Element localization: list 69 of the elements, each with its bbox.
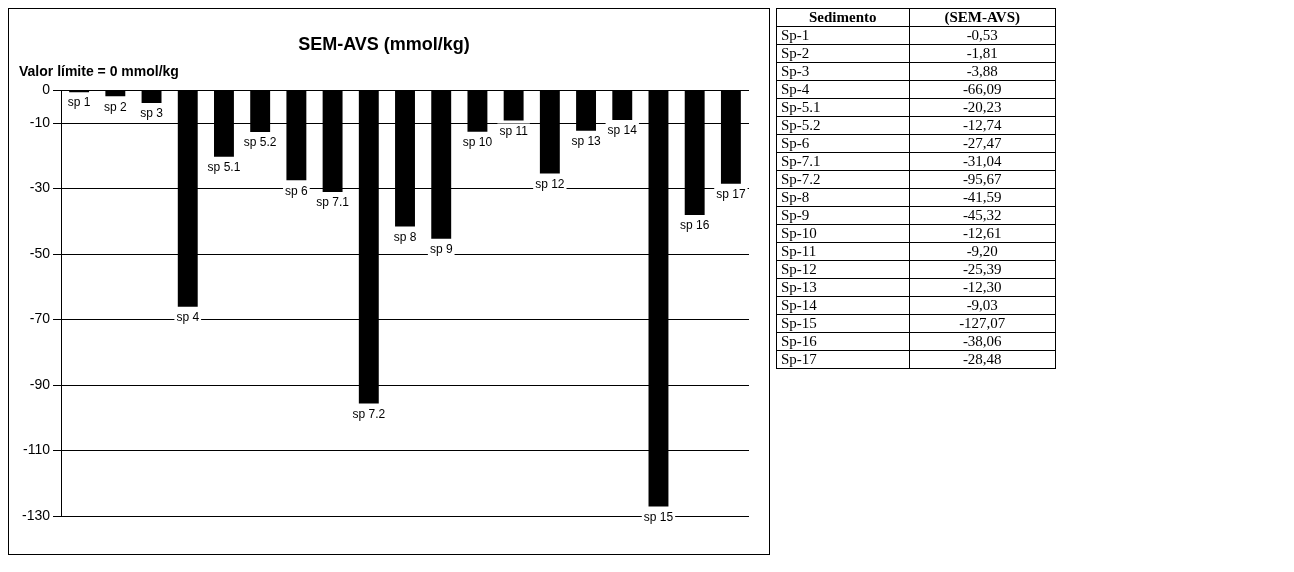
category-label: Sp-2 <box>776 44 909 63</box>
y-tick-label: -70 <box>29 310 51 327</box>
y-tick-label: -130 <box>21 506 51 523</box>
text: -12,61 <box>962 225 1002 241</box>
text: -27,47 <box>962 135 1002 151</box>
category-label: Sp-6 <box>776 134 909 153</box>
category-label: Sp-10 <box>776 224 909 243</box>
category-label: Sp-15 <box>776 314 909 333</box>
x-tick-label: sp 4 <box>176 310 200 325</box>
category-label: Sp-4 <box>776 80 909 99</box>
y-tick-label: 0 <box>42 81 51 98</box>
text: (SEM-AVS) <box>909 8 1056 27</box>
x-tick-label: sp 5.2 <box>243 135 277 150</box>
text: -3,88 <box>966 63 998 79</box>
x-tick-label: sp 9 <box>429 242 453 257</box>
text: -9,20 <box>966 243 998 259</box>
x-tick-label: sp 3 <box>140 106 164 121</box>
category-label: Sp-13 <box>776 278 909 297</box>
category-label: Sp-5.2 <box>776 116 909 135</box>
x-tick-label: sp 14 <box>607 123 638 138</box>
y-tick-label: -50 <box>29 244 51 261</box>
x-tick-label: sp 11 <box>499 123 529 138</box>
x-tick-label: sp 7.2 <box>352 406 386 421</box>
x-tick-label: sp 10 <box>462 135 493 149</box>
category-label: Sp-7.1 <box>776 152 909 171</box>
x-tick-label: sp 7.1 <box>316 195 350 210</box>
y-tick-label: -10 <box>29 114 51 130</box>
text: -45,32 <box>962 207 1002 223</box>
x-tick-label: sp 2 <box>103 99 127 114</box>
x-tick-label: sp 12 <box>535 176 565 191</box>
x-tick-label: sp 17 <box>716 186 746 201</box>
x-tick-label: sp 8 <box>393 229 417 244</box>
x-tick-label: sp 1 <box>67 95 91 110</box>
text: -1,81 <box>966 45 998 61</box>
category-label: Sp-9 <box>776 206 909 225</box>
text: -28,48 <box>962 351 1002 367</box>
category-label: Sp-14 <box>776 296 909 315</box>
y-tick-label: -110 <box>23 441 51 458</box>
category-label: Sp-1 <box>776 26 909 45</box>
category-label: Sp-11 <box>776 242 909 261</box>
text: -95,67 <box>962 171 1002 187</box>
x-tick-label: sp 16 <box>680 218 710 233</box>
x-tick-label: sp 15 <box>643 509 674 524</box>
chart-subtitle: Valor límite = 0 mmol/kg <box>19 62 179 79</box>
category-label: Sp-17 <box>776 350 909 369</box>
category-label: Sp-3 <box>776 62 909 81</box>
y-tick-label: -90 <box>29 375 51 392</box>
text: -127,07 <box>959 315 1006 331</box>
text: Sedimento <box>776 8 909 27</box>
category-label: Sp-16 <box>776 332 909 351</box>
category-label: Sp-12 <box>776 260 909 279</box>
text: -0,53 <box>966 27 998 43</box>
x-tick-label: sp 6 <box>285 183 309 198</box>
x-tick-label: sp 13 <box>571 133 602 148</box>
text: -38,06 <box>962 333 1002 349</box>
x-tick-label: sp 5.1 <box>207 159 241 174</box>
text: -12,30 <box>962 279 1002 295</box>
text: -66,09 <box>962 81 1002 97</box>
text: -12,74 <box>962 117 1002 133</box>
text: -25,39 <box>962 261 1002 277</box>
category-label: Sp-5.1 <box>776 98 909 117</box>
text: -9,03 <box>966 297 998 313</box>
text: -20,23 <box>962 99 1002 115</box>
chart-title: SEM-AVS (mmol/kg) <box>298 33 470 54</box>
y-tick-label: -30 <box>29 179 51 196</box>
category-label: Sp-8 <box>776 188 909 207</box>
category-label: Sp-7.2 <box>776 170 909 189</box>
text: -41,59 <box>962 189 1002 205</box>
text: -31,04 <box>962 153 1002 169</box>
